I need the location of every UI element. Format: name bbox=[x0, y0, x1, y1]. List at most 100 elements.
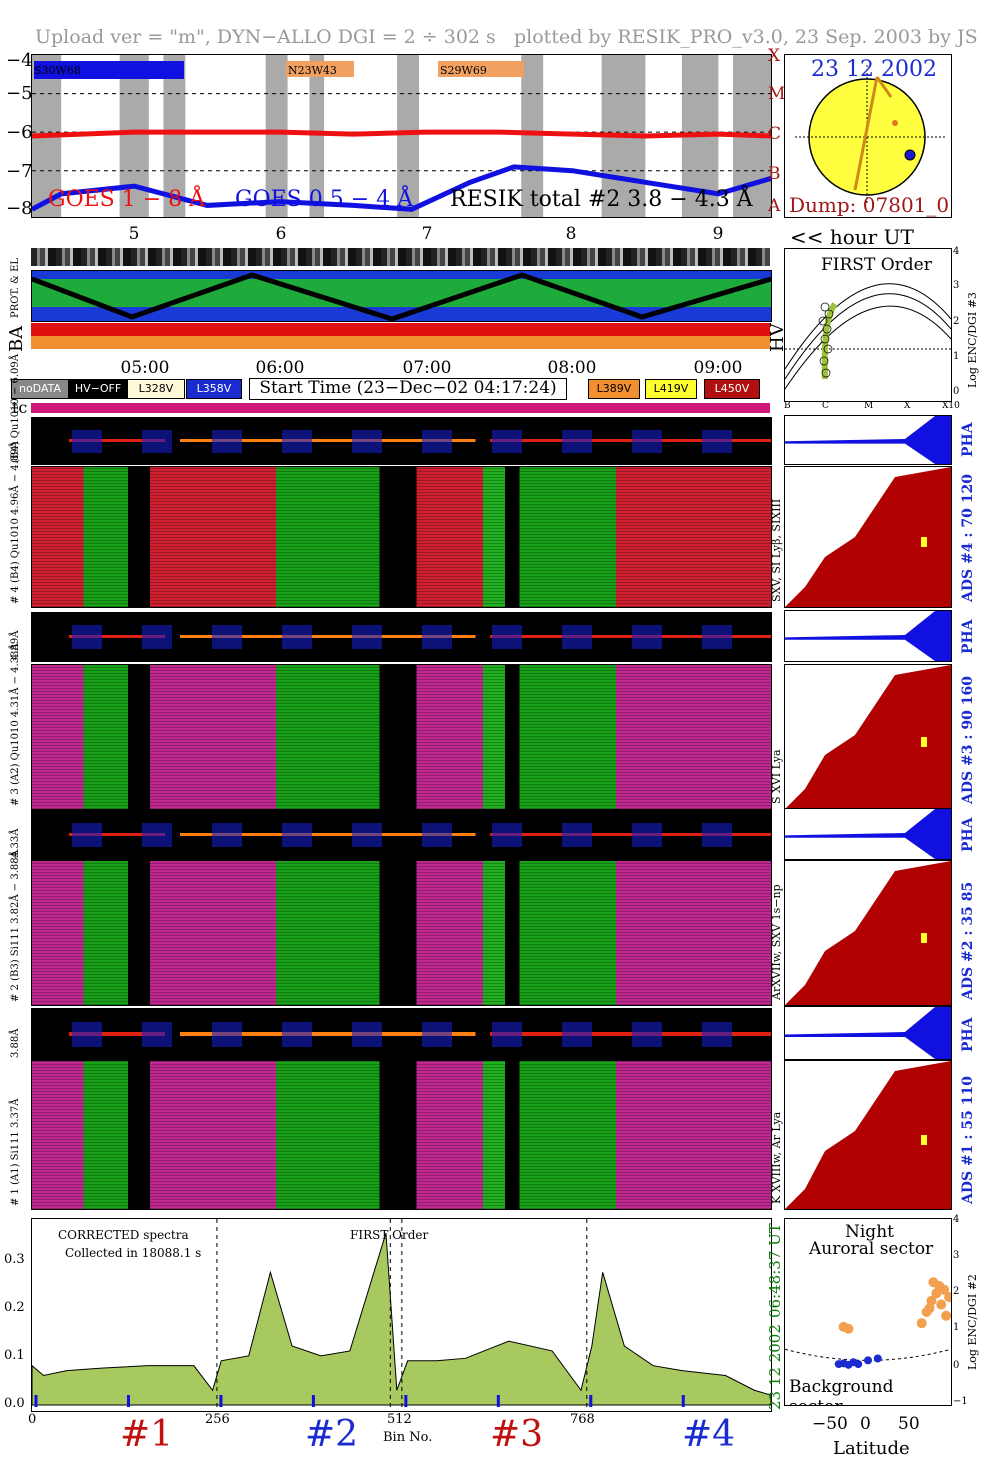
legend-goes05: GOES 0.5 − 4 Å bbox=[235, 187, 414, 212]
spectrogram bbox=[31, 1060, 772, 1210]
key-358v: L358V bbox=[186, 379, 242, 399]
ads-label: ADS #3 : 90 160 bbox=[960, 676, 976, 804]
ytick: −8 bbox=[6, 198, 33, 219]
orbit-plot bbox=[32, 272, 771, 321]
ads-label: ADS #2 : 35 85 bbox=[960, 881, 976, 1000]
pha-histogram bbox=[784, 610, 952, 662]
ads-label: ADS #4 : 70 120 bbox=[960, 474, 976, 602]
first-order-plot bbox=[785, 283, 951, 390]
first-order-title: FIRST Order bbox=[821, 255, 932, 275]
ytick: −4 bbox=[6, 50, 33, 71]
ba-bar bbox=[31, 323, 770, 349]
spectra-date: 23 12 2002 bbox=[766, 1324, 784, 1410]
time-tick: 08:00 bbox=[547, 358, 597, 378]
sun-disk-panel: 23 12 2002 Dump: 07801_0 bbox=[784, 54, 952, 218]
key-hvoff: HV−OFF bbox=[69, 379, 127, 399]
coverage-band bbox=[521, 55, 544, 217]
key-nodata: noDATA bbox=[11, 379, 69, 399]
legend-resik: RESIK total #2 3.8 − 4.3 Å bbox=[450, 187, 753, 212]
hour-tick: 7 bbox=[421, 224, 433, 244]
class-label: C bbox=[768, 124, 782, 144]
channel-label: # 2 (B3) Si111 3.82Å − 3.88Å bbox=[10, 850, 21, 1002]
line-ids-label: SXV, SI Lyβ, SIXIII bbox=[770, 498, 783, 602]
spectra-note1: CORRECTED spectra bbox=[58, 1228, 189, 1242]
background-point bbox=[864, 1356, 872, 1365]
ytick: 1 bbox=[953, 1322, 960, 1333]
ba-label: BA bbox=[6, 325, 27, 352]
xtick: 50 bbox=[898, 1414, 920, 1434]
channel-label: # 4 (B4) Qu1010 4.96Å − 4.89Å bbox=[10, 441, 21, 604]
hour-axis: 5 6 7 8 9 bbox=[0, 224, 780, 246]
region-label: S29W69 bbox=[440, 64, 487, 77]
class-label: M bbox=[768, 84, 786, 104]
sun-disk bbox=[795, 65, 945, 205]
time-axis: 05:00 06:00 07:00 08:00 09:00 bbox=[0, 358, 780, 378]
ads-label: ADS #1 : 55 110 bbox=[960, 1076, 976, 1204]
start-time: Start Time (23−Dec−02 04:17:24) bbox=[249, 378, 567, 400]
ytick: 2 bbox=[953, 1286, 960, 1297]
threshold-curve bbox=[785, 1348, 951, 1361]
auroral-point bbox=[843, 1323, 854, 1334]
pha-channel-label: 4.33Å bbox=[10, 828, 21, 859]
night-label: Night bbox=[845, 1222, 894, 1242]
ads-histogram bbox=[784, 664, 952, 810]
pha-histogram bbox=[784, 415, 952, 465]
ytick: 2 bbox=[953, 316, 960, 327]
key-419v: L419V bbox=[645, 379, 697, 399]
time-tick: 05:00 bbox=[120, 358, 170, 378]
region-label: N23W43 bbox=[288, 64, 337, 77]
auroral-point bbox=[928, 1277, 939, 1288]
prot-el-label: PROT. & EL bbox=[10, 257, 21, 318]
ads-histogram bbox=[784, 466, 952, 608]
xtick: 0 bbox=[860, 1414, 871, 1434]
ytick: −1 bbox=[953, 1396, 968, 1407]
hour-tick: 6 bbox=[275, 224, 287, 244]
ytick: −6 bbox=[6, 122, 33, 143]
spectrum-area bbox=[32, 1232, 771, 1406]
ads-histogram bbox=[784, 860, 952, 1006]
region-label: S30W68 bbox=[34, 64, 81, 77]
hour-tick: 9 bbox=[712, 224, 724, 244]
auroral-point bbox=[916, 1318, 927, 1329]
region-bar bbox=[438, 61, 524, 77]
xtick: M bbox=[864, 401, 874, 411]
line-ids-label: K XVIIIw, Ar Lya bbox=[770, 1111, 783, 1204]
xtick: B bbox=[784, 401, 791, 411]
spectra-plot bbox=[32, 1219, 771, 1411]
channel-label: # 1 (A1) Si111 3.37Å bbox=[10, 1098, 21, 1206]
background-label: Background sector bbox=[789, 1377, 894, 1405]
channel-number: #3 bbox=[490, 1414, 544, 1455]
ytick: −5 bbox=[6, 83, 33, 104]
auroral-point bbox=[944, 1292, 951, 1303]
spectra-time: 06:48:37 UT bbox=[766, 1223, 784, 1318]
region-bar bbox=[34, 61, 184, 79]
key-450v: L450V bbox=[704, 379, 760, 399]
tc-label: tc bbox=[12, 398, 28, 417]
ytick: 0.0 bbox=[4, 1396, 25, 1411]
pha-strip bbox=[31, 810, 772, 860]
goes-lightcurve-panel: S30W68 N23W43 S29W69 GOES 1 − 8 Å GOES 0… bbox=[31, 54, 772, 218]
pha-label: PHA bbox=[960, 422, 976, 457]
pha-label: PHA bbox=[960, 619, 976, 654]
xtick: 256 bbox=[205, 1412, 230, 1427]
auroral-point bbox=[924, 1303, 935, 1314]
xtick: X bbox=[904, 401, 911, 411]
upload-info: Upload ver = "m", DYN−ALLO DGI = 2 ÷ 302… bbox=[35, 26, 496, 48]
class-label: B bbox=[768, 164, 781, 184]
pha-label: PHA bbox=[960, 1017, 976, 1052]
pha-channel-label: 3.88Å bbox=[10, 1028, 21, 1059]
spectra-xlabel: Bin No. bbox=[383, 1430, 433, 1445]
hour-tick: 5 bbox=[128, 224, 140, 244]
line-ids-label: ArXVIIw, SXV 1s−np bbox=[770, 884, 783, 1000]
hour-tick: 8 bbox=[565, 224, 577, 244]
auroral-point bbox=[939, 1284, 950, 1295]
key-389v: L389V bbox=[588, 379, 640, 399]
ytick: 0.1 bbox=[4, 1348, 25, 1363]
ytick: −7 bbox=[6, 161, 33, 182]
orbit-panel bbox=[31, 270, 772, 322]
channel-number: #4 bbox=[682, 1414, 736, 1455]
pha-label: PHA bbox=[960, 817, 976, 852]
first-order-panel: FIRST Order bbox=[784, 248, 952, 402]
spectrogram bbox=[31, 466, 772, 608]
ytick: 0.3 bbox=[4, 1252, 25, 1267]
